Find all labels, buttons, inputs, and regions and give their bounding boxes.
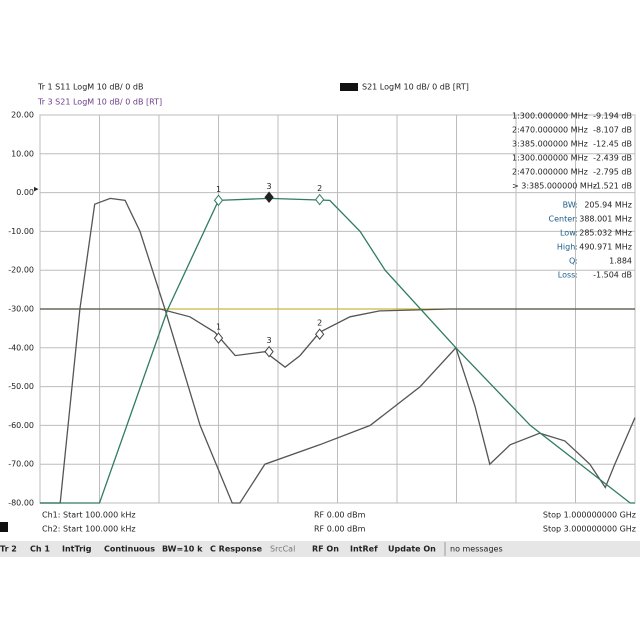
status-item: RF On [312,545,339,554]
stat-value: 1.884 [609,257,632,266]
channel-start: Ch2: Start 100.000 kHz [42,525,136,534]
marker-freq: 1:300.000000 MHz [512,112,588,121]
trace-3-label: Tr 3 S21 LogM 10 dB/ 0 dB [RT] [37,98,162,107]
active-indicator [0,522,8,532]
marker [213,332,224,344]
marker-label: 1 [216,185,221,194]
channel-start: Ch1: Start 100.000 kHz [42,511,136,520]
y-tick-label: 10.00 [11,149,34,158]
stat-name: Loss: [558,271,578,280]
trace [40,308,635,369]
status-item: IntTrig [62,545,92,554]
channel-stop: Stop 3.000000000 GHz [543,525,636,534]
stat-value: 285.032 MHz [579,229,632,238]
channel-stop: Stop 1.000000000 GHz [543,511,636,520]
status-item: no messages [450,545,503,554]
marker-freq: 2:470.000000 MHz [512,126,588,135]
marker-freq: 3:385.000000 MHz [512,140,588,149]
trace-2-label: S21 LogM 10 dB/ 0 dB [RT] [362,83,469,92]
trace [40,197,635,504]
marker-value: -2.439 dB [593,154,632,163]
y-tick-label: -80.00 [8,499,34,508]
status-item: Continuous [104,545,155,554]
y-tick-label: -20.00 [8,266,34,275]
marker-label: 2 [317,184,322,193]
marker-value: -2.795 dB [593,168,632,177]
stat-value: 205.94 MHz [584,201,632,210]
y-tick-label: 0.00 [16,188,34,197]
y-tick-label: 20.00 [11,111,34,120]
marker-label: 3 [267,182,272,191]
status-item: BW=10 k [162,545,203,554]
trace-1-label: Tr 1 S11 LogM 10 dB/ 0 dB [37,83,143,92]
marker [264,345,274,358]
marker [264,191,274,204]
stat-name: Center: [549,215,578,224]
stat-value: 388.001 MHz [579,215,632,224]
stat-name: BW: [563,201,578,210]
marker-freq: 1:300.000000 MHz [512,154,588,163]
y-tick-label: -40.00 [8,343,34,352]
status-bar [0,541,640,557]
stat-name: Low: [560,229,578,238]
marker-freq: > 3:385.000000 MHz [512,182,597,191]
trace [40,197,636,504]
marker-freq: 2:470.000000 MHz [512,168,588,177]
stat-value: -1.504 dB [593,271,632,280]
stat-name: Q: [569,257,578,266]
y-tick-label: -70.00 [8,460,34,469]
marker-label: 2 [317,319,322,328]
marker-value: -8.107 dB [593,126,632,135]
marker-label: 1 [216,323,221,332]
status-item: IntRef [350,545,378,554]
status-item: Tr 2 [0,545,17,554]
status-item: SrcCal [270,545,295,554]
status-item: Update On [388,545,436,554]
marker-value: -12.45 dB [593,140,632,149]
status-item: C Response [210,545,263,554]
marker [213,194,224,207]
stat-name: High: [557,243,578,252]
reference-arrow: ▸ [34,185,39,195]
trace-2-swatch [340,83,358,91]
y-tick-label: -30.00 [8,305,34,314]
y-tick-label: -50.00 [8,382,34,391]
marker-value: -1.521 dB [593,182,632,191]
marker [315,193,325,206]
channel-power: RF 0.00 dBm [314,511,366,520]
status-item: Ch 1 [30,545,50,554]
y-tick-label: -60.00 [8,421,34,430]
marker-value: -9.194 dB [593,112,632,121]
channel-power: RF 0.00 dBm [314,525,366,534]
stat-value: 490.971 MHz [579,243,632,252]
marker-label: 3 [267,336,272,345]
marker [315,328,325,341]
y-tick-label: -10.00 [8,227,34,236]
